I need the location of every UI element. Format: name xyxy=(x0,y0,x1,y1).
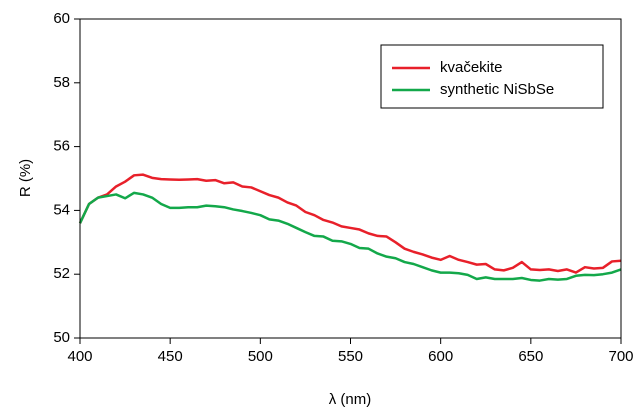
x-tick-label: 600 xyxy=(428,348,453,365)
x-tick-label: 500 xyxy=(248,348,273,365)
y-tick-label: 54 xyxy=(53,201,70,218)
x-tick-label: 550 xyxy=(338,348,363,365)
y-tick-label: 52 xyxy=(53,265,70,282)
y-axis-label: R (%) xyxy=(17,159,34,197)
x-tick-label: 450 xyxy=(158,348,183,365)
plot-frame xyxy=(79,18,622,339)
x-tick-label: 400 xyxy=(67,348,92,365)
data-line xyxy=(78,191,622,282)
y-tick-label: 56 xyxy=(53,138,70,155)
y-tick-label: 58 xyxy=(53,74,70,91)
y-tick-label: 60 xyxy=(53,10,70,27)
x-axis-label: λ (nm) xyxy=(329,391,372,408)
legend-label: synthetic NiSbSe xyxy=(440,81,554,98)
x-tick-label: 700 xyxy=(608,348,633,365)
data-line xyxy=(78,173,622,274)
y-tick-label: 50 xyxy=(53,329,70,346)
x-tick-label: 650 xyxy=(518,348,543,365)
legend-box xyxy=(380,44,604,109)
legend-label: kvačekite xyxy=(440,59,503,76)
